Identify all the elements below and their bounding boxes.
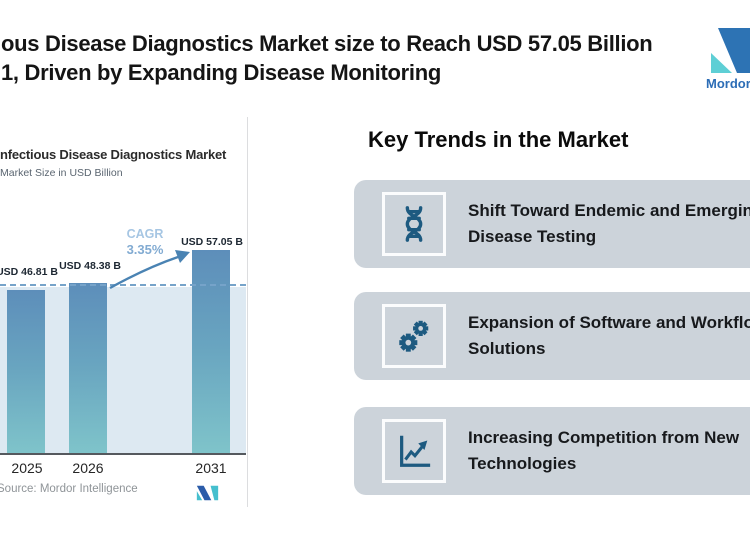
cagr-label: CAGR [126,227,164,241]
card-text: Shift Toward Endemic and Emerging Diseas… [468,180,750,268]
icon-box [382,192,446,256]
trend-card-title-line1: Shift Toward Endemic and Emerging [468,201,750,220]
trend-card-new-technologies: Increasing Competition from New Technolo… [354,407,750,495]
trend-card-title-line2: Solutions [468,339,546,358]
dashed-reference-line [0,284,246,286]
icon-box [382,304,446,368]
x-tick-2025: 2025 [11,460,43,476]
cagr-annotation: CAGR 3.35% [116,227,174,257]
mordor-logo-small-icon [196,485,219,501]
x-axis-line [0,453,246,455]
card-text: Increasing Competition from New Technolo… [468,407,739,495]
growth-arrow-icon [109,250,190,290]
value-label-2026: USD 48.38 B [59,260,121,272]
mordor-logo-icon [711,28,750,73]
dna-icon [405,206,423,242]
growth-chart-icon [400,435,431,467]
trend-card-endemic-testing: Shift Toward Endemic and Emerging Diseas… [354,180,750,268]
value-label-2031: USD 57.05 B [181,236,243,248]
page-title-line1: ous Disease Diagnostics Market size to R… [1,31,653,56]
cagr-value: 3.35% [126,242,164,257]
page-title-line2: 1, Driven by Expanding Disease Monitorin… [1,60,442,85]
trend-card-title-line1: Expansion of Software and Workflow [468,313,750,332]
bar-2025 [7,290,45,454]
section-divider [247,117,248,507]
x-tick-2031: 2031 [195,460,227,476]
trends-heading: Key Trends in the Market [368,127,629,152]
card-text: Expansion of Software and Workflow Solut… [468,292,750,380]
trend-card-title-line2: Technologies [468,454,577,473]
source-caption: Source: Mordor Intelligence [0,483,138,495]
brand-name: Mordor [706,76,750,91]
chart-subtitle: Market Size in USD Billion [0,167,123,179]
trend-card-title-line1: Increasing Competition from New [468,428,740,447]
brand-logo: Mordor [706,27,750,91]
chart-title: nfectious Disease Diagnostics Market [0,147,227,162]
x-tick-2026: 2026 [72,460,104,476]
value-label-2025: USD 46.81 B [0,266,58,278]
trend-card-software-solutions: Expansion of Software and Workflow Solut… [354,292,750,380]
gears-icon [399,320,429,352]
icon-box [382,419,446,483]
bar-2026 [69,283,107,454]
trend-card-title-line2: Disease Testing [468,227,597,246]
